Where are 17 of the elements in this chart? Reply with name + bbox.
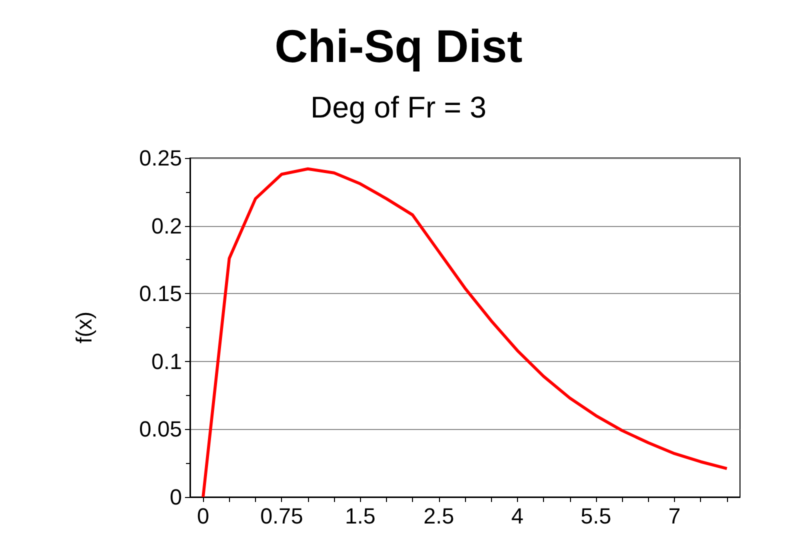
x-tick-label: 4 bbox=[511, 504, 524, 528]
y-tick-label: 0.05 bbox=[139, 416, 182, 442]
y-tick-label: 0.1 bbox=[151, 348, 182, 374]
y-tick-label: 0.25 bbox=[139, 146, 182, 170]
y-tick-label: 0.2 bbox=[151, 213, 182, 238]
y-tick-label: 0.15 bbox=[139, 281, 182, 306]
chart-subtitle: Deg of Fr = 3 bbox=[310, 92, 486, 124]
line-series bbox=[202, 167, 728, 498]
x-tick-label: 0.75 bbox=[260, 504, 304, 528]
x-tick-label: 1.5 bbox=[344, 504, 376, 528]
x-tick-label: 0 bbox=[196, 504, 210, 528]
x-tick-label: 7 bbox=[668, 504, 681, 528]
x-tick-label: 2.5 bbox=[424, 504, 454, 528]
chart-title: Chi-Sq Dist bbox=[274, 20, 522, 72]
x-tick-label: 5.5 bbox=[580, 504, 612, 528]
y-axis-title: f(x) bbox=[72, 312, 96, 344]
y-tick-label: 0 bbox=[170, 484, 182, 510]
